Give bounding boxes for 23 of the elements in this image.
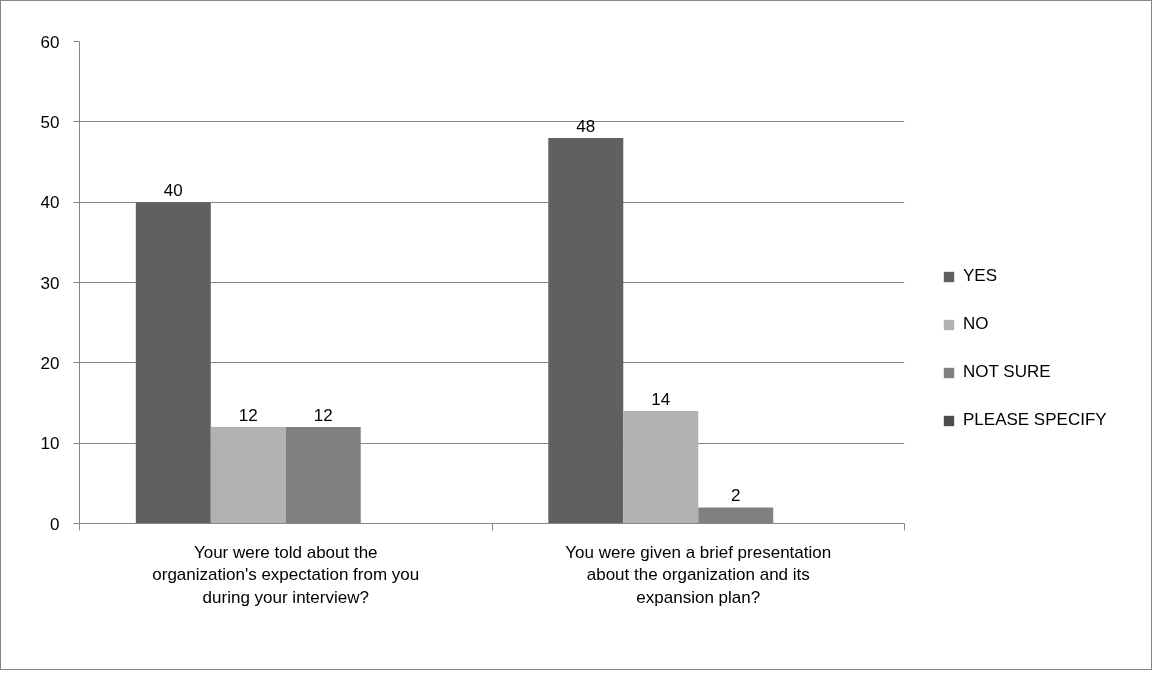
- data-label: 48: [576, 116, 596, 136]
- x-tick-label: You were given a brief presentation about the organization and its expansion plan?: [565, 542, 832, 608]
- y-tick-label: 50: [40, 112, 60, 132]
- bar: [135, 202, 211, 524]
- y-tick-label: 20: [40, 353, 60, 373]
- legend-label: PLEASE SPECIFY: [963, 410, 1107, 430]
- y-tick-label: 10: [40, 434, 60, 454]
- y-tick-label: 40: [40, 193, 60, 213]
- y-tick-label: 0: [50, 514, 60, 534]
- y-tick-label: 30: [40, 273, 60, 293]
- y-tick-label: 60: [40, 32, 60, 52]
- data-label: 40: [163, 181, 183, 201]
- legend-label: NO: [963, 314, 989, 334]
- legend-label: YES: [963, 266, 998, 286]
- data-label: 14: [651, 390, 671, 410]
- bar: [623, 411, 699, 524]
- data-label: 12: [313, 406, 333, 426]
- data-label: 2: [731, 486, 741, 506]
- bar: [210, 427, 286, 524]
- bar: [548, 137, 624, 524]
- data-label: 12: [238, 406, 258, 426]
- x-tick-label: Your were told about the organization's expectation from you during your interview?: [152, 542, 420, 608]
- legend-label: NOT SURE: [963, 362, 1051, 382]
